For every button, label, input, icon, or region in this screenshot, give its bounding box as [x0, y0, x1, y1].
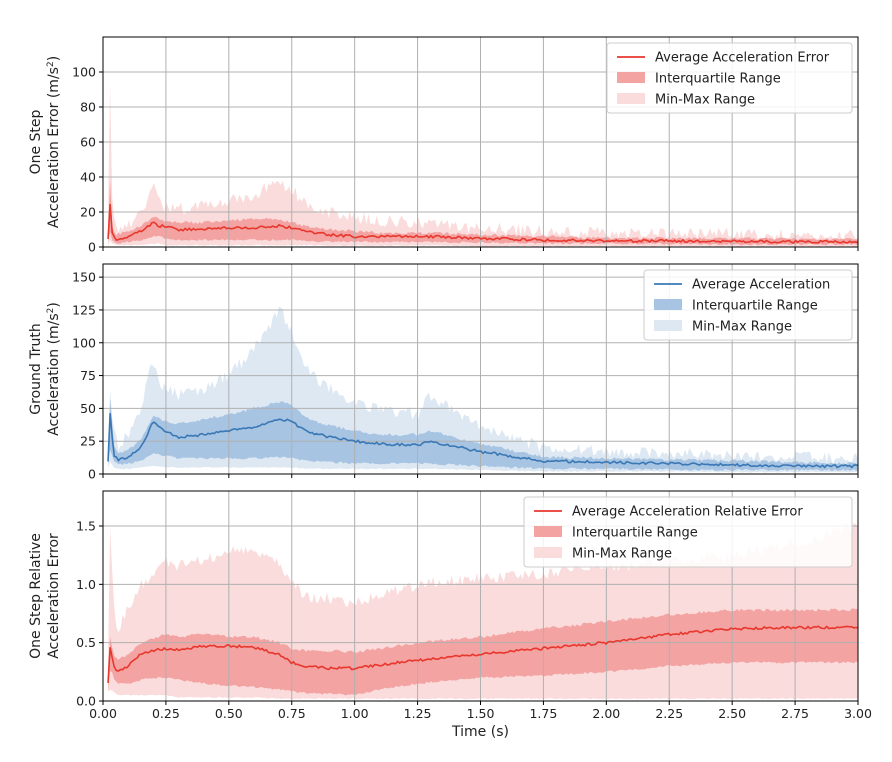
- legend-label: Min-Max Range: [572, 547, 672, 562]
- legend-box: [606, 42, 853, 114]
- legend-label: Interquartile Range: [692, 299, 818, 314]
- y-axis-label: Acceleration (m/s2): [46, 302, 62, 436]
- iqr-band: [108, 608, 858, 696]
- x-tick-label: 0.75: [278, 706, 306, 721]
- legend-label: Min-Max Range: [655, 93, 755, 108]
- legend-box: [523, 496, 853, 568]
- legend: Average Acceleration Error Interquartile …: [606, 42, 853, 114]
- legend-label: Interquartile Range: [572, 526, 698, 541]
- legend-swatch: [534, 526, 562, 537]
- y-axis-label: One Step: [28, 109, 44, 174]
- x-tick-label: 0.50: [215, 706, 243, 721]
- y-tick-label: 20: [80, 205, 96, 220]
- legend-label: Average Acceleration Error: [655, 51, 830, 66]
- x-tick-label: 1.25: [404, 706, 432, 721]
- y-axis-label: One Step Relative: [28, 533, 44, 659]
- legend-box: [643, 269, 853, 341]
- y-tick-label: 0.5: [76, 635, 96, 650]
- y-tick-label: 75: [80, 368, 96, 383]
- chart-panel-3: 0.0 0.5 1.0 1.5 0.00 0.25 0.50 0.75 1.00 1.25 1.50…: [28, 490, 872, 740]
- x-tick-label: 1.50: [467, 706, 495, 721]
- y-tick-label: 1.5: [76, 519, 96, 534]
- legend-label: Interquartile Range: [655, 72, 781, 87]
- y-tick-label: 125: [72, 302, 96, 317]
- mean-line: [107, 625, 858, 683]
- x-axis-label: Time (s): [451, 724, 509, 740]
- y-tick-label: 40: [80, 170, 96, 185]
- y-tick-label: 80: [80, 100, 96, 115]
- x-tick-label: 0.00: [89, 706, 117, 721]
- legend-swatch: [617, 72, 645, 83]
- legend: Average Acceleration Relative Error Inter…: [523, 496, 853, 568]
- y-tick-label: 0: [88, 240, 96, 255]
- y-tick-label: 150: [72, 270, 96, 285]
- x-tick-label: 2.50: [718, 706, 746, 721]
- chart-panel-1: 0 20 40 60 80 100 One Step Acceleration Error (…: [28, 36, 859, 255]
- y-axis-label: Acceleration Error (m/s2): [46, 56, 62, 228]
- legend-label: Min-Max Range: [692, 320, 792, 335]
- legend-label: Average Acceleration Relative Error: [572, 505, 803, 520]
- y-tick-label: 0.0: [76, 694, 96, 709]
- legend-label: Average Acceleration: [692, 278, 830, 293]
- y-tick-label: 25: [80, 434, 96, 449]
- y-axis-label: Ground Truth: [28, 323, 44, 414]
- legend-swatch: [654, 299, 682, 310]
- iqr-band: [108, 398, 858, 472]
- x-tick-label: 0.25: [152, 706, 180, 721]
- legend-swatch: [654, 320, 682, 331]
- x-tick-label: 2.75: [781, 706, 809, 721]
- y-tick-label: 1.0: [76, 577, 96, 592]
- x-tick-label: 1.00: [341, 706, 369, 721]
- minmax-band: [108, 84, 858, 247]
- y-tick-label: 100: [72, 65, 96, 80]
- mean-line: [107, 203, 858, 244]
- y-tick-label: 60: [80, 135, 96, 150]
- legend-swatch: [617, 93, 645, 104]
- mean-line: [107, 413, 858, 469]
- chart-panel-2: 0 25 50 75 100 125 150 Ground Truth Acceleration…: [28, 263, 859, 482]
- x-tick-label: 1.75: [529, 706, 557, 721]
- x-tick-label: 3.00: [844, 706, 872, 721]
- y-tick-label: 50: [80, 401, 96, 416]
- legend: Average Acceleration Interquartile Range M…: [643, 269, 853, 341]
- y-axis-label: Acceleration Error: [46, 533, 62, 659]
- y-tick-label: 100: [72, 335, 96, 350]
- y-tick-label: 0: [88, 467, 96, 482]
- legend-swatch: [534, 547, 562, 558]
- x-tick-label: 2.00: [592, 706, 620, 721]
- x-tick-label: 2.25: [655, 706, 683, 721]
